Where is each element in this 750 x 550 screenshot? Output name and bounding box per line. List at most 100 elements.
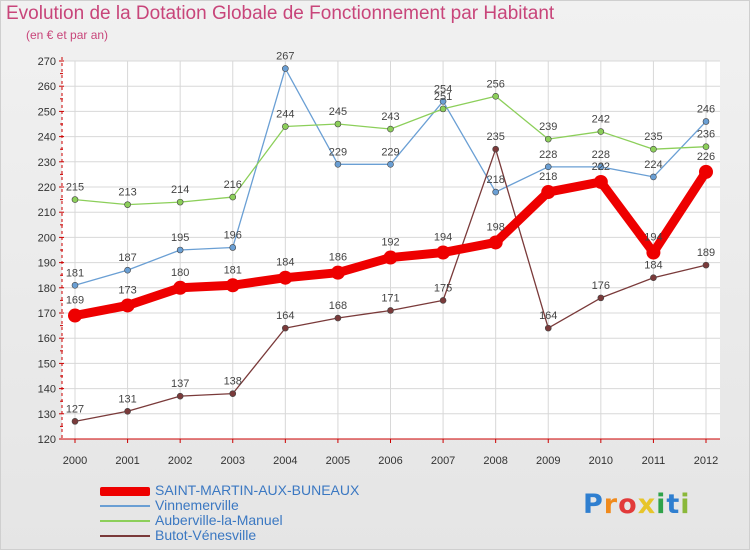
data-label-saint-martin-aux-buneaux: 226 <box>697 151 715 163</box>
data-point-saint-martin-aux-buneaux <box>120 298 135 313</box>
y-tick-label: 160 <box>38 333 56 345</box>
data-label-butot-venesville: 184 <box>644 260 662 272</box>
legend-swatch-vinnemerville <box>100 505 150 507</box>
data-point-vinnemerville <box>334 161 342 168</box>
data-label-butot-venesville: 176 <box>592 280 610 292</box>
data-label-butot-venesville: 138 <box>224 376 242 388</box>
data-label-saint-martin-aux-buneaux: 186 <box>329 252 347 264</box>
data-point-butot-venesville <box>650 274 657 282</box>
logo-letter: i <box>656 489 667 520</box>
data-label-saint-martin-aux-buneaux: 198 <box>486 221 504 233</box>
data-point-butot-venesville <box>387 307 394 314</box>
data-label-vinnemerville: 181 <box>66 267 84 279</box>
data-label-butot-venesville: 171 <box>381 292 399 304</box>
y-tick-label: 240 <box>38 132 56 144</box>
data-point-vinnemerville <box>597 163 605 171</box>
data-label-auberville-la-manuel: 251 <box>434 91 452 103</box>
data-label-saint-martin-aux-buneaux: 180 <box>171 267 189 279</box>
data-label-saint-martin-aux-buneaux: 194 <box>434 232 452 244</box>
data-point-auberville-la-manuel <box>702 143 710 150</box>
data-point-vinnemerville <box>124 266 131 274</box>
data-point-butot-venesville <box>439 297 447 304</box>
data-point-saint-martin-aux-buneaux <box>330 265 345 280</box>
data-label-auberville-la-manuel: 244 <box>276 109 294 121</box>
data-point-vinnemerville <box>439 98 447 105</box>
data-label-saint-martin-aux-buneaux: 194 <box>644 232 662 244</box>
data-point-saint-martin-aux-buneaux <box>541 185 556 200</box>
chart-subtitle: (en € et par an) <box>26 28 109 42</box>
x-tick-label: 2010 <box>589 455 613 467</box>
data-point-auberville-la-manuel <box>71 196 79 203</box>
data-point-vinnemerville <box>71 281 79 289</box>
data-label-saint-martin-aux-buneaux: 218 <box>539 171 557 183</box>
x-tick-label: 2001 <box>115 455 139 467</box>
y-tick-label: 250 <box>38 106 56 118</box>
x-tick-label: 2011 <box>642 455 666 467</box>
data-label-auberville-la-manuel: 243 <box>381 111 399 123</box>
data-label-butot-venesville: 164 <box>276 310 294 322</box>
logo-letter: P <box>583 489 604 520</box>
y-tick-label: 260 <box>38 81 56 93</box>
data-label-auberville-la-manuel: 256 <box>486 78 504 90</box>
data-label-butot-venesville: 168 <box>329 300 347 312</box>
y-tick-label: 120 <box>38 434 56 446</box>
data-point-vinnemerville <box>544 163 552 171</box>
x-tick-label: 2003 <box>221 455 245 467</box>
data-point-saint-martin-aux-buneaux <box>68 308 82 323</box>
y-tick-label: 200 <box>38 232 56 244</box>
data-point-auberville-la-manuel <box>492 92 499 100</box>
data-point-auberville-la-manuel <box>176 198 184 206</box>
data-label-vinnemerville: 228 <box>592 149 610 161</box>
data-point-saint-martin-aux-buneaux <box>173 280 188 295</box>
data-point-butot-venesville <box>702 261 710 269</box>
legend-label-vinnemerville: Vinnemerville <box>155 497 239 513</box>
legend-label-auberville: Auberville-la-Manuel <box>155 512 283 528</box>
data-point-saint-martin-aux-buneaux <box>278 270 293 285</box>
logo-letter: i <box>680 489 691 520</box>
data-label-butot-venesville: 164 <box>539 310 557 322</box>
data-label-vinnemerville: 196 <box>224 229 242 241</box>
y-tick-label: 210 <box>38 207 56 219</box>
data-point-butot-venesville <box>124 407 131 415</box>
logo-letter: x <box>637 489 657 520</box>
data-label-auberville-la-manuel: 215 <box>66 182 84 194</box>
data-label-auberville-la-manuel: 235 <box>644 131 662 143</box>
data-point-butot-venesville <box>176 392 184 400</box>
data-point-auberville-la-manuel <box>597 128 605 135</box>
x-tick-label: 2005 <box>326 455 350 467</box>
y-tick-label: 140 <box>38 384 56 396</box>
data-point-vinnemerville <box>229 244 237 251</box>
data-point-vinnemerville <box>492 188 499 196</box>
proxiti-logo: Proxiti <box>583 489 691 520</box>
data-label-saint-martin-aux-buneaux: 184 <box>276 257 294 269</box>
x-tick-label: 2009 <box>536 455 560 467</box>
x-tick-label: 2012 <box>694 455 718 467</box>
data-label-vinnemerville: 229 <box>381 146 399 158</box>
data-point-vinnemerville <box>702 118 710 125</box>
data-point-butot-venesville <box>597 294 605 302</box>
data-label-auberville-la-manuel: 236 <box>697 129 715 141</box>
y-tick-label: 220 <box>38 182 56 194</box>
data-label-butot-venesville: 131 <box>118 393 136 405</box>
legend-swatch-saint-martin <box>100 486 150 496</box>
data-point-auberville-la-manuel <box>544 135 552 143</box>
data-label-butot-venesville: 175 <box>434 282 452 294</box>
x-tick-label: 2004 <box>273 455 297 467</box>
data-label-auberville-la-manuel: 216 <box>224 179 242 191</box>
data-point-vinnemerville <box>176 246 184 254</box>
data-label-vinnemerville: 187 <box>118 252 136 264</box>
y-tick-label: 230 <box>38 157 56 169</box>
data-point-butot-venesville <box>229 390 237 397</box>
legend-swatch-butot <box>100 535 150 537</box>
y-tick-label: 180 <box>38 283 56 295</box>
data-label-butot-venesville: 127 <box>66 403 84 415</box>
data-label-saint-martin-aux-buneaux: 192 <box>381 237 399 249</box>
logo-letter: r <box>603 489 619 520</box>
data-label-butot-venesville: 189 <box>697 247 715 259</box>
data-point-saint-martin-aux-buneaux <box>699 164 713 179</box>
chart-title: Evolution de la Dotation Globale de Fonc… <box>6 3 555 24</box>
data-label-vinnemerville: 254 <box>434 83 452 95</box>
data-point-saint-martin-aux-buneaux <box>646 245 661 260</box>
data-label-vinnemerville: 267 <box>276 51 294 63</box>
